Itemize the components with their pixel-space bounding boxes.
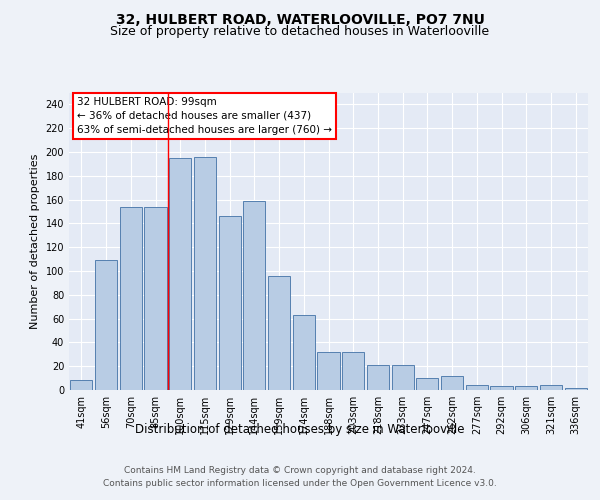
Bar [70, 380, 92, 390]
Text: 32 HULBERT ROAD: 99sqm
← 36% of detached houses are smaller (437)
63% of semi-de: 32 HULBERT ROAD: 99sqm ← 36% of detached… [77, 97, 332, 135]
Bar [392, 365, 414, 390]
Bar [342, 352, 364, 390]
Bar [367, 365, 389, 390]
Text: Distribution of detached houses by size in Waterlooville: Distribution of detached houses by size … [135, 422, 465, 436]
Bar [95, 260, 117, 390]
Bar [293, 315, 315, 390]
Bar [243, 201, 265, 390]
Bar [441, 376, 463, 390]
Bar [490, 386, 512, 390]
Bar [194, 157, 216, 390]
Text: Size of property relative to detached houses in Waterlooville: Size of property relative to detached ho… [110, 25, 490, 38]
Bar [119, 206, 142, 390]
Bar [145, 206, 167, 390]
Bar [317, 352, 340, 390]
Bar [416, 378, 439, 390]
Bar [268, 276, 290, 390]
Bar [169, 158, 191, 390]
Bar [515, 386, 538, 390]
Bar [466, 385, 488, 390]
Bar [218, 216, 241, 390]
Text: 32, HULBERT ROAD, WATERLOOVILLE, PO7 7NU: 32, HULBERT ROAD, WATERLOOVILLE, PO7 7NU [116, 12, 484, 26]
Y-axis label: Number of detached properties: Number of detached properties [30, 154, 40, 329]
Text: Contains HM Land Registry data © Crown copyright and database right 2024.
Contai: Contains HM Land Registry data © Crown c… [103, 466, 497, 487]
Bar [540, 385, 562, 390]
Bar [565, 388, 587, 390]
